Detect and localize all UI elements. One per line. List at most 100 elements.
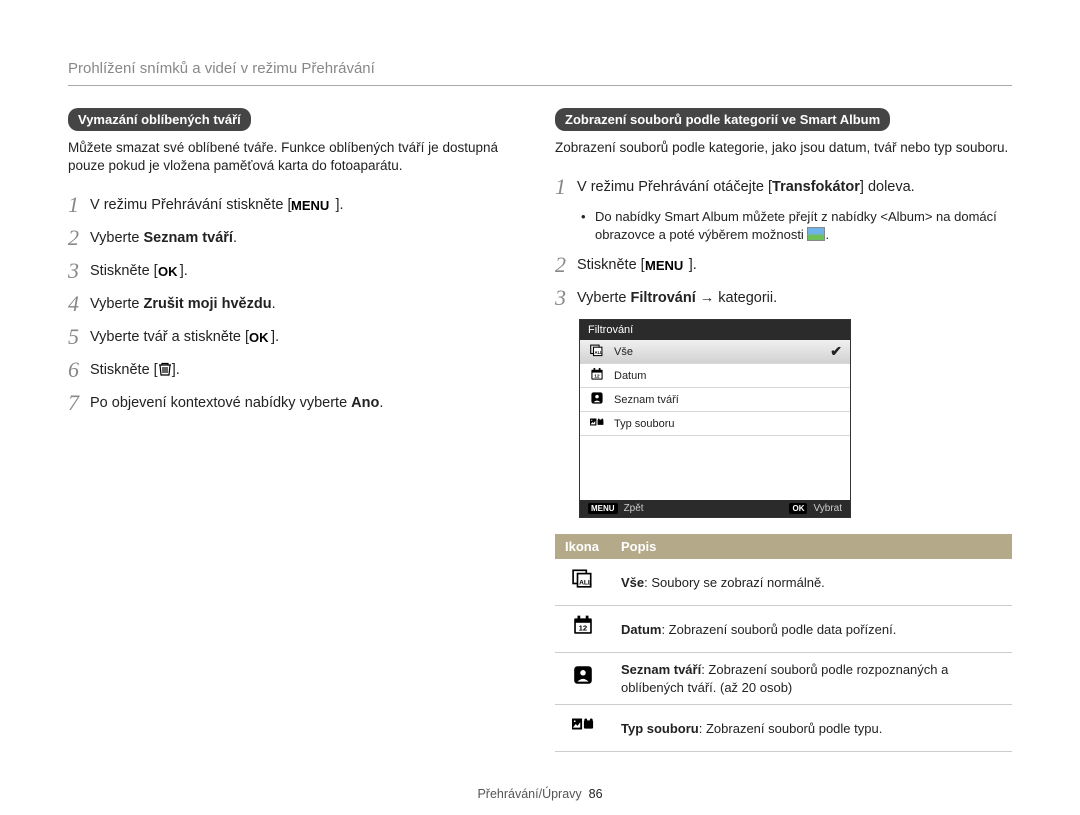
left-intro: Můžete smazat své oblíbené tváře. Funkce… xyxy=(68,139,525,175)
step-4: 4 Vyberte Zrušit moji hvězdu. xyxy=(68,292,525,315)
step-text: ]. xyxy=(180,263,188,279)
landscape-icon xyxy=(807,227,825,241)
lcd-row: 12 Datum xyxy=(580,364,850,388)
svg-text:12: 12 xyxy=(594,374,600,380)
lcd-ok-tag: OK xyxy=(789,503,807,514)
step-text: ] doleva. xyxy=(860,179,915,195)
lcd-row-label: Vše xyxy=(614,346,633,358)
menu-icon: MENU xyxy=(291,198,335,212)
svg-text:OK: OK xyxy=(158,264,178,278)
table-desc-cell: Vše: Soubory se zobrazí normálně. xyxy=(611,559,1012,606)
lcd-row-label: Typ souboru xyxy=(614,418,675,430)
ok-icon: OK xyxy=(249,330,271,344)
step-number: 2 xyxy=(68,226,90,249)
step-1: 1 V režimu Přehrávání stiskněte [MENU]. xyxy=(68,193,525,216)
table-header-desc: Popis xyxy=(611,534,1012,559)
svg-text:ALL: ALL xyxy=(579,580,592,587)
right-column: Zobrazení souborů podle kategorií ve Sma… xyxy=(555,108,1012,752)
lcd-row-label: Datum xyxy=(614,370,646,382)
step-5: 5 Vyberte tvář a stiskněte [OK]. xyxy=(68,325,525,348)
table-icon-cell xyxy=(555,705,611,752)
svg-text:MENU: MENU xyxy=(645,258,683,272)
icon-table: Ikona Popis ALL Vše: Soubory se zobrazí n… xyxy=(555,534,1012,752)
step-text: Vyberte tvář a stiskněte [ xyxy=(90,329,249,345)
step-text: . xyxy=(379,395,383,411)
bullet-text: . xyxy=(825,227,829,242)
lcd-row-label: Seznam tváří xyxy=(614,394,679,406)
step-r3: 3 Vyberte Filtrování → kategorii. xyxy=(555,286,1012,309)
step-bold: Filtrování xyxy=(630,290,695,306)
table-desc-cell: Datum: Zobrazení souborů podle data poří… xyxy=(611,606,1012,653)
table-icon-cell: ALL xyxy=(555,559,611,606)
lcd-row: ALL Vše ✔ xyxy=(580,340,850,364)
step-r2: 2 Stiskněte [MENU]. xyxy=(555,253,1012,276)
step-text: Vyberte xyxy=(90,296,143,312)
step-number: 4 xyxy=(68,292,90,315)
step-text: Vyberte xyxy=(90,230,143,246)
lcd-row: Seznam tváří xyxy=(580,388,850,412)
step-text: . xyxy=(272,296,276,312)
right-intro: Zobrazení souborů podle kategorie, jako … xyxy=(555,139,1012,157)
page-footer: Přehrávání/Úpravy 86 xyxy=(0,787,1080,801)
lcd-row: Typ souboru xyxy=(580,412,850,436)
lcd-row-icon: 12 xyxy=(588,367,606,384)
lcd-row-icon xyxy=(588,415,606,432)
step-bold: Transfokátor xyxy=(772,179,860,195)
step-number: 7 xyxy=(68,391,90,414)
sub-bullet: • Do nabídky Smart Album můžete přejít z… xyxy=(581,208,1012,243)
lcd-screen: Filtrování ALL Vše ✔ 12 Datum Seznam tváří Typ… xyxy=(579,319,851,518)
step-number: 5 xyxy=(68,325,90,348)
bullet-text: Do nabídky Smart Album můžete přejít z n… xyxy=(595,209,997,242)
step-text: ]. xyxy=(335,197,343,213)
lcd-row-icon xyxy=(588,391,606,408)
menu-icon: MENU xyxy=(645,258,689,272)
table-row: Seznam tváří: Zobrazení souborů podle ro… xyxy=(555,653,1012,705)
lcd-footer: MENU Zpět OK Vybrat xyxy=(580,500,850,517)
step-7: 7 Po objevení kontextové nabídky vyberte… xyxy=(68,391,525,414)
step-6: 6 Stiskněte []. xyxy=(68,358,525,381)
step-text: ]. xyxy=(172,362,180,378)
step-2: 2 Vyberte Seznam tváří. xyxy=(68,226,525,249)
step-text: → kategorii. xyxy=(696,290,777,306)
step-text: Vyberte xyxy=(577,290,630,306)
table-desc-cell: Seznam tváří: Zobrazení souborů podle ro… xyxy=(611,653,1012,705)
step-number: 2 xyxy=(555,253,577,276)
lcd-back-label: Zpět xyxy=(624,503,644,514)
step-bold: Ano xyxy=(351,395,379,411)
step-r1: 1 V režimu Přehrávání otáčejte [Transfok… xyxy=(555,175,1012,198)
right-section-header: Zobrazení souborů podle kategorií ve Sma… xyxy=(555,108,890,131)
table-row: ALL Vše: Soubory se zobrazí normálně. xyxy=(555,559,1012,606)
table-header-icon: Ikona xyxy=(555,534,611,559)
step-text: V režimu Přehrávání stiskněte [ xyxy=(90,197,291,213)
step-text: V režimu Přehrávání otáčejte [ xyxy=(577,179,772,195)
table-icon-cell xyxy=(555,653,611,705)
lcd-title: Filtrování xyxy=(580,320,850,340)
bullet-dot: • xyxy=(581,208,595,243)
ok-icon: OK xyxy=(158,264,180,278)
footer-page-number: 86 xyxy=(589,787,603,801)
step-text: Stiskněte [ xyxy=(577,257,645,273)
svg-text:12: 12 xyxy=(579,624,588,633)
step-text: ]. xyxy=(271,329,279,345)
step-number: 3 xyxy=(555,286,577,309)
trash-icon xyxy=(158,361,172,377)
step-number: 1 xyxy=(68,193,90,216)
table-icon-cell: 12 xyxy=(555,606,611,653)
footer-section: Přehrávání/Úpravy xyxy=(477,787,581,801)
svg-text:MENU: MENU xyxy=(291,198,329,212)
lcd-row-icon: ALL xyxy=(588,343,606,360)
lcd-blank xyxy=(580,436,850,500)
table-desc-cell: Typ souboru: Zobrazení souborů podle typ… xyxy=(611,705,1012,752)
step-text: Stiskněte [ xyxy=(90,263,158,279)
left-column: Vymazání oblíbených tváří Můžete smazat … xyxy=(68,108,525,752)
left-section-header: Vymazání oblíbených tváří xyxy=(68,108,251,131)
lcd-menu-tag: MENU xyxy=(588,503,618,514)
step-3: 3 Stiskněte [OK]. xyxy=(68,259,525,282)
page-title: Prohlížení snímků a videí v režimu Přehr… xyxy=(68,60,1012,86)
step-text: ]. xyxy=(689,257,697,273)
step-number: 1 xyxy=(555,175,577,198)
check-icon: ✔ xyxy=(830,343,842,360)
step-number: 6 xyxy=(68,358,90,381)
step-text: Stiskněte [ xyxy=(90,362,158,378)
step-text: Po objevení kontextové nabídky vyberte xyxy=(90,395,351,411)
